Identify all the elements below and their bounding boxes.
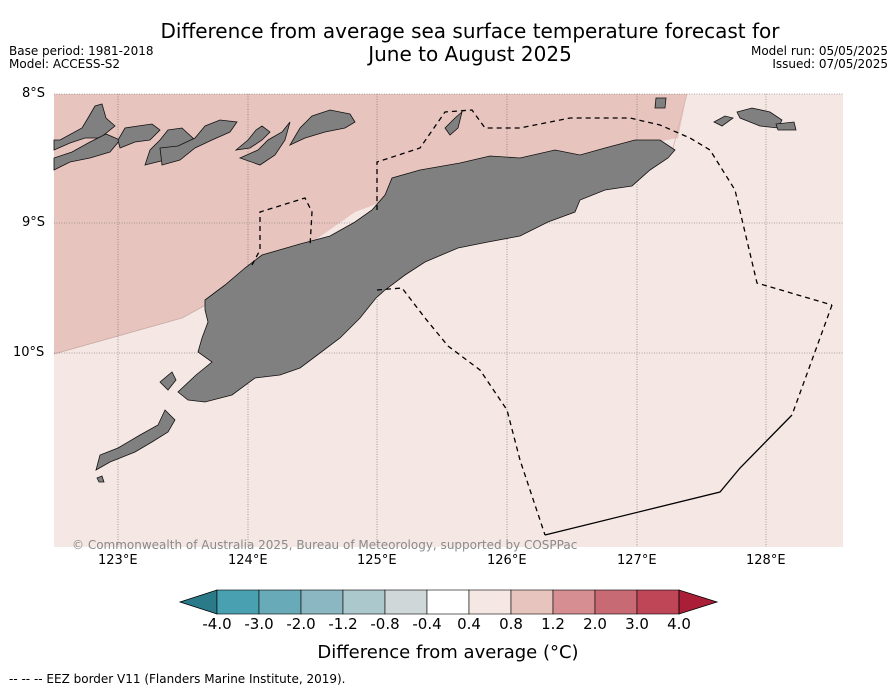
lon-label-123e: 123°E [98, 553, 138, 568]
island-atauro [444, 110, 463, 136]
issued-date: Issued: 07/05/2025 [772, 57, 888, 71]
eez-borders [251, 109, 833, 536]
colorbar-segment [258, 589, 302, 615]
island-leti [713, 115, 734, 127]
island-ndao [96, 475, 105, 483]
island-flores-east [53, 103, 116, 151]
island-wetar [289, 109, 356, 146]
island-adonara [53, 133, 121, 171]
lon-label-127e: 127°E [617, 553, 657, 568]
colorbar-segment [552, 589, 596, 615]
island-rote [95, 409, 176, 471]
model-run: Model run: 05/05/2025 [750, 44, 888, 58]
colorbar-segment [636, 589, 680, 615]
colorbar-segment [342, 589, 386, 615]
colorbar-tick: -0.4 [412, 615, 442, 633]
meta-right: Model run: 05/05/2025 Issued: 07/05/2025 [751, 45, 888, 71]
copyright-notice: © Commonwealth of Australia 2025, Bureau… [72, 538, 578, 552]
model-name: Model: ACCESS-S2 [9, 57, 121, 71]
colorbar-arrow-high [678, 589, 719, 615]
island-lakor [775, 121, 797, 131]
land-masses [53, 97, 797, 483]
colorbar-segment [216, 589, 260, 615]
title-line-1: Difference from average sea surface temp… [160, 19, 780, 43]
eez-border-south [376, 287, 546, 536]
lon-label-125e: 125°E [357, 553, 397, 568]
lat-label-9s: 9°S [22, 215, 46, 230]
colorbar-tick: 0.4 [457, 615, 481, 633]
anomaly-contour [53, 299, 216, 355]
title-line-2: June to August 2025 [368, 42, 572, 66]
map-title: Difference from average sea surface temp… [0, 20, 896, 66]
colorbar-segment [384, 589, 428, 615]
colorbar-segment [594, 589, 638, 615]
colorbar-segment [426, 589, 470, 615]
colorbar-segment [468, 589, 512, 615]
island-lembata [117, 123, 161, 149]
colorbar-segment [300, 589, 344, 615]
island-kisar [654, 97, 667, 109]
island-small-1 [234, 125, 271, 151]
island-semau [159, 371, 177, 391]
island-wetar-west [238, 121, 291, 166]
eez-border-southeast [544, 414, 793, 536]
lat-label-8s: 8°S [22, 86, 46, 101]
island-alor [159, 119, 238, 166]
lon-label-126e: 126°E [487, 553, 527, 568]
anomaly-contour-2 [671, 93, 688, 153]
colorbar-arrow-low [178, 589, 218, 615]
colorbar-tick: 2.0 [583, 615, 607, 633]
colorbar-tick: -1.2 [328, 615, 358, 633]
lon-label-128e: 128°E [746, 553, 786, 568]
lat-label-10s: 10°S [13, 345, 45, 360]
eez-border-north [376, 109, 833, 306]
colorbar-segment [510, 589, 554, 615]
eez-note: -- -- -- EEZ border V11 (Flanders Marine… [9, 672, 346, 686]
colorbar [178, 589, 719, 615]
base-period: Base period: 1981-2018 [9, 44, 154, 58]
colorbar-tick: 1.2 [541, 615, 565, 633]
meta-left: Base period: 1981-2018 Model: ACCESS-S2 [9, 45, 154, 71]
eez-border-east [791, 304, 833, 416]
colorbar-tick: 0.8 [499, 615, 523, 633]
timor-island [177, 139, 676, 403]
colorbar-tick: -2.0 [286, 615, 316, 633]
colorbar-label: Difference from average (°C) [317, 642, 579, 663]
colorbar-tick: -0.8 [370, 615, 400, 633]
colorbar-tick: 3.0 [625, 615, 649, 633]
lon-label-124e: 124°E [228, 553, 268, 568]
colorbar-tick: -3.0 [244, 615, 274, 633]
colorbar-tick: 4.0 [667, 615, 691, 633]
colorbar-tick: -4.0 [202, 615, 232, 633]
